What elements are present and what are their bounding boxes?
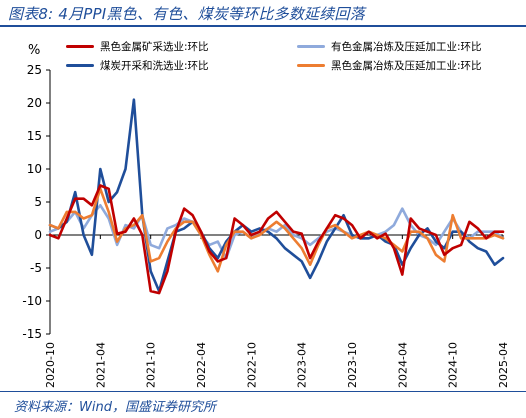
x-tick-label: 2021-10 — [145, 342, 158, 388]
legend-item-black-metal-mining: 黑色金属矿采选业:环比 — [66, 39, 209, 53]
x-tick-label: 2025-04 — [497, 342, 510, 388]
series-line — [48, 98, 505, 293]
y-tick-label: 5 — [34, 195, 42, 209]
legend-swatch-ferrous-smelting — [297, 63, 325, 67]
y-tick-label: 25 — [27, 63, 42, 77]
chart-title: 图表8: 4月PPI黑色、有色、煤炭等环比多数延续回落 — [8, 5, 365, 23]
source-note: 资料来源：Wind，国盛证券研究所 — [14, 400, 216, 415]
legend-item-ferrous-smelting: 黑色金属冶炼及压延加工业:环比 — [297, 58, 482, 72]
legend-label-nonferrous-smelting: 有色金属冶炼及压延加工业:环比 — [331, 40, 482, 53]
x-tick-label: 2021-04 — [94, 342, 107, 388]
y-tick-label: -15 — [22, 327, 42, 341]
x-tick-label: 2024-10 — [447, 342, 460, 388]
legend-label-coal-mining: 煤炭开采和洗选业:环比 — [100, 59, 209, 72]
legend-label-black-metal-mining: 黑色金属矿采选业:环比 — [100, 40, 209, 53]
y-axis-unit-label: % — [28, 43, 41, 58]
legend-swatch-black-metal-mining — [66, 44, 94, 48]
legend-item-coal-mining: 煤炭开采和洗选业:环比 — [66, 58, 209, 72]
legend-label-ferrous-smelting: 黑色金属冶炼及压延加工业:环比 — [331, 59, 482, 72]
x-tick-label: 2024-04 — [396, 342, 409, 388]
source-divider — [0, 391, 526, 392]
x-tick-label: 2023-04 — [296, 342, 309, 388]
y-tick-label: 20 — [27, 96, 42, 110]
legend-item-nonferrous-smelting: 有色金属冶炼及压延加工业:环比 — [297, 39, 482, 53]
y-tick-label: -10 — [22, 294, 42, 308]
x-tick-label: 2022-04 — [195, 342, 208, 388]
title-divider — [0, 25, 526, 27]
legend-swatch-coal-mining — [66, 63, 94, 67]
legend-swatch-nonferrous-smelting — [297, 44, 325, 48]
x-tick-label: 2022-10 — [245, 342, 258, 388]
y-tick-label: 15 — [27, 129, 42, 143]
y-tick-label: 10 — [27, 162, 42, 176]
series-line — [48, 184, 505, 295]
x-tick-label: 2020-10 — [44, 342, 57, 388]
x-tick-label: 2023-10 — [346, 342, 359, 388]
y-tick-label: 0 — [34, 228, 42, 242]
y-tick-label: -5 — [30, 261, 42, 275]
series-line — [48, 187, 505, 273]
